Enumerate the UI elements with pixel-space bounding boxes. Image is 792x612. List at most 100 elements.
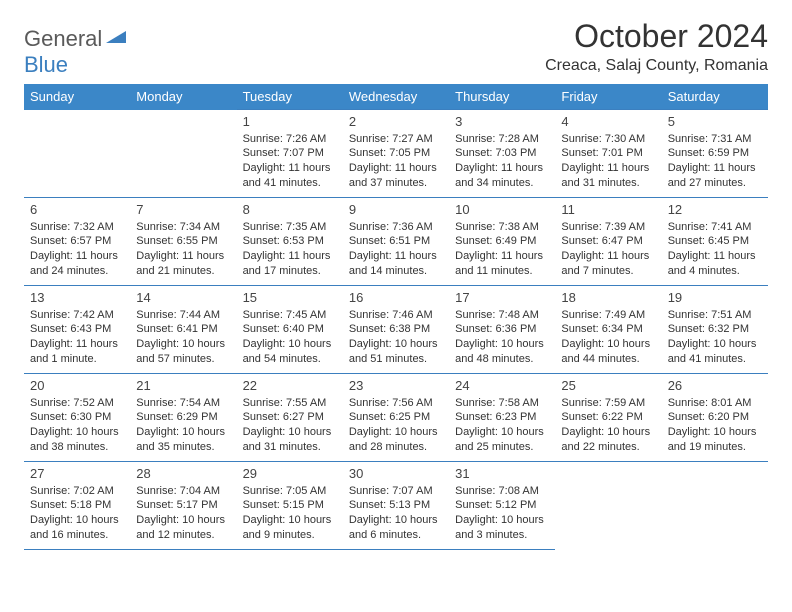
calendar-cell: 29Sunrise: 7:05 AMSunset: 5:15 PMDayligh… <box>237 462 343 550</box>
day-number: 22 <box>243 377 337 395</box>
day-number: 7 <box>136 201 230 219</box>
sunrise-line: Sunrise: 7:34 AM <box>136 220 230 235</box>
day-number: 23 <box>349 377 443 395</box>
daylight-line: Daylight: 10 hours and 38 minutes. <box>30 425 124 455</box>
calendar-cell: 7Sunrise: 7:34 AMSunset: 6:55 PMDaylight… <box>130 198 236 286</box>
calendar-cell: 24Sunrise: 7:58 AMSunset: 6:23 PMDayligh… <box>449 374 555 462</box>
calendar-cell: 5Sunrise: 7:31 AMSunset: 6:59 PMDaylight… <box>662 110 768 198</box>
day-number: 2 <box>349 113 443 131</box>
daylight-line: Daylight: 10 hours and 28 minutes. <box>349 425 443 455</box>
sunset-line: Sunset: 6:25 PM <box>349 410 443 425</box>
day-number: 11 <box>561 201 655 219</box>
day-header: Monday <box>130 84 236 110</box>
sunrise-line: Sunrise: 7:56 AM <box>349 396 443 411</box>
daylight-line: Daylight: 11 hours and 4 minutes. <box>668 249 762 279</box>
sunset-line: Sunset: 6:45 PM <box>668 234 762 249</box>
day-number: 15 <box>243 289 337 307</box>
daylight-line: Daylight: 11 hours and 37 minutes. <box>349 161 443 191</box>
daylight-line: Daylight: 10 hours and 41 minutes. <box>668 337 762 367</box>
day-header: Friday <box>555 84 661 110</box>
day-number: 25 <box>561 377 655 395</box>
sunset-line: Sunset: 6:41 PM <box>136 322 230 337</box>
sunset-line: Sunset: 7:05 PM <box>349 146 443 161</box>
day-number: 12 <box>668 201 762 219</box>
calendar-cell: 17Sunrise: 7:48 AMSunset: 6:36 PMDayligh… <box>449 286 555 374</box>
daylight-line: Daylight: 10 hours and 35 minutes. <box>136 425 230 455</box>
daylight-line: Daylight: 10 hours and 16 minutes. <box>30 513 124 543</box>
sunset-line: Sunset: 6:23 PM <box>455 410 549 425</box>
daylight-line: Daylight: 11 hours and 7 minutes. <box>561 249 655 279</box>
sunset-line: Sunset: 7:03 PM <box>455 146 549 161</box>
day-number: 5 <box>668 113 762 131</box>
sunrise-line: Sunrise: 7:42 AM <box>30 308 124 323</box>
sunset-line: Sunset: 6:22 PM <box>561 410 655 425</box>
day-number: 21 <box>136 377 230 395</box>
sunset-line: Sunset: 6:47 PM <box>561 234 655 249</box>
day-number: 18 <box>561 289 655 307</box>
daylight-line: Daylight: 11 hours and 41 minutes. <box>243 161 337 191</box>
day-number: 14 <box>136 289 230 307</box>
day-number: 9 <box>349 201 443 219</box>
day-number: 1 <box>243 113 337 131</box>
sunrise-line: Sunrise: 7:31 AM <box>668 132 762 147</box>
calendar-cell: 6Sunrise: 7:32 AMSunset: 6:57 PMDaylight… <box>24 198 130 286</box>
sunset-line: Sunset: 6:53 PM <box>243 234 337 249</box>
sunset-line: Sunset: 5:18 PM <box>30 498 124 513</box>
daylight-line: Daylight: 11 hours and 17 minutes. <box>243 249 337 279</box>
sunset-line: Sunset: 5:15 PM <box>243 498 337 513</box>
sunrise-line: Sunrise: 7:59 AM <box>561 396 655 411</box>
sunset-line: Sunset: 6:32 PM <box>668 322 762 337</box>
sunrise-line: Sunrise: 7:49 AM <box>561 308 655 323</box>
logo-text-blue: Blue <box>24 52 68 77</box>
calendar-row: 1Sunrise: 7:26 AMSunset: 7:07 PMDaylight… <box>24 110 768 198</box>
day-number: 8 <box>243 201 337 219</box>
logo: General Blue <box>24 26 128 78</box>
calendar-cell: 13Sunrise: 7:42 AMSunset: 6:43 PMDayligh… <box>24 286 130 374</box>
sunset-line: Sunset: 6:43 PM <box>30 322 124 337</box>
daylight-line: Daylight: 11 hours and 21 minutes. <box>136 249 230 279</box>
calendar-cell: 18Sunrise: 7:49 AMSunset: 6:34 PMDayligh… <box>555 286 661 374</box>
daylight-line: Daylight: 10 hours and 51 minutes. <box>349 337 443 367</box>
logo-triangle-icon <box>106 29 128 52</box>
daylight-line: Daylight: 10 hours and 48 minutes. <box>455 337 549 367</box>
daylight-line: Daylight: 11 hours and 14 minutes. <box>349 249 443 279</box>
sunrise-line: Sunrise: 7:04 AM <box>136 484 230 499</box>
daylight-line: Daylight: 10 hours and 19 minutes. <box>668 425 762 455</box>
calendar-cell-empty <box>555 462 661 550</box>
day-number: 31 <box>455 465 549 483</box>
calendar-cell-empty <box>130 110 236 198</box>
sunrise-line: Sunrise: 7:58 AM <box>455 396 549 411</box>
sunrise-line: Sunrise: 7:55 AM <box>243 396 337 411</box>
day-number: 3 <box>455 113 549 131</box>
sunset-line: Sunset: 6:40 PM <box>243 322 337 337</box>
sunset-line: Sunset: 5:17 PM <box>136 498 230 513</box>
month-title: October 2024 <box>545 18 768 55</box>
day-header: Thursday <box>449 84 555 110</box>
day-number: 30 <box>349 465 443 483</box>
calendar-cell: 20Sunrise: 7:52 AMSunset: 6:30 PMDayligh… <box>24 374 130 462</box>
calendar-cell: 19Sunrise: 7:51 AMSunset: 6:32 PMDayligh… <box>662 286 768 374</box>
day-header: Tuesday <box>237 84 343 110</box>
day-number: 28 <box>136 465 230 483</box>
sunset-line: Sunset: 7:07 PM <box>243 146 337 161</box>
day-number: 6 <box>30 201 124 219</box>
sunrise-line: Sunrise: 7:54 AM <box>136 396 230 411</box>
calendar-cell: 14Sunrise: 7:44 AMSunset: 6:41 PMDayligh… <box>130 286 236 374</box>
day-number: 29 <box>243 465 337 483</box>
calendar-table: SundayMondayTuesdayWednesdayThursdayFrid… <box>24 84 768 550</box>
sunset-line: Sunset: 5:13 PM <box>349 498 443 513</box>
day-number: 26 <box>668 377 762 395</box>
header: General Blue October 2024 Creaca, Salaj … <box>24 18 768 78</box>
sunset-line: Sunset: 6:51 PM <box>349 234 443 249</box>
calendar-row: 13Sunrise: 7:42 AMSunset: 6:43 PMDayligh… <box>24 286 768 374</box>
sunrise-line: Sunrise: 7:45 AM <box>243 308 337 323</box>
calendar-cell: 2Sunrise: 7:27 AMSunset: 7:05 PMDaylight… <box>343 110 449 198</box>
calendar-cell: 23Sunrise: 7:56 AMSunset: 6:25 PMDayligh… <box>343 374 449 462</box>
location: Creaca, Salaj County, Romania <box>545 57 768 75</box>
sunrise-line: Sunrise: 7:28 AM <box>455 132 549 147</box>
daylight-line: Daylight: 10 hours and 31 minutes. <box>243 425 337 455</box>
day-header: Sunday <box>24 84 130 110</box>
calendar-cell-empty <box>662 462 768 550</box>
calendar-row: 20Sunrise: 7:52 AMSunset: 6:30 PMDayligh… <box>24 374 768 462</box>
day-number: 27 <box>30 465 124 483</box>
